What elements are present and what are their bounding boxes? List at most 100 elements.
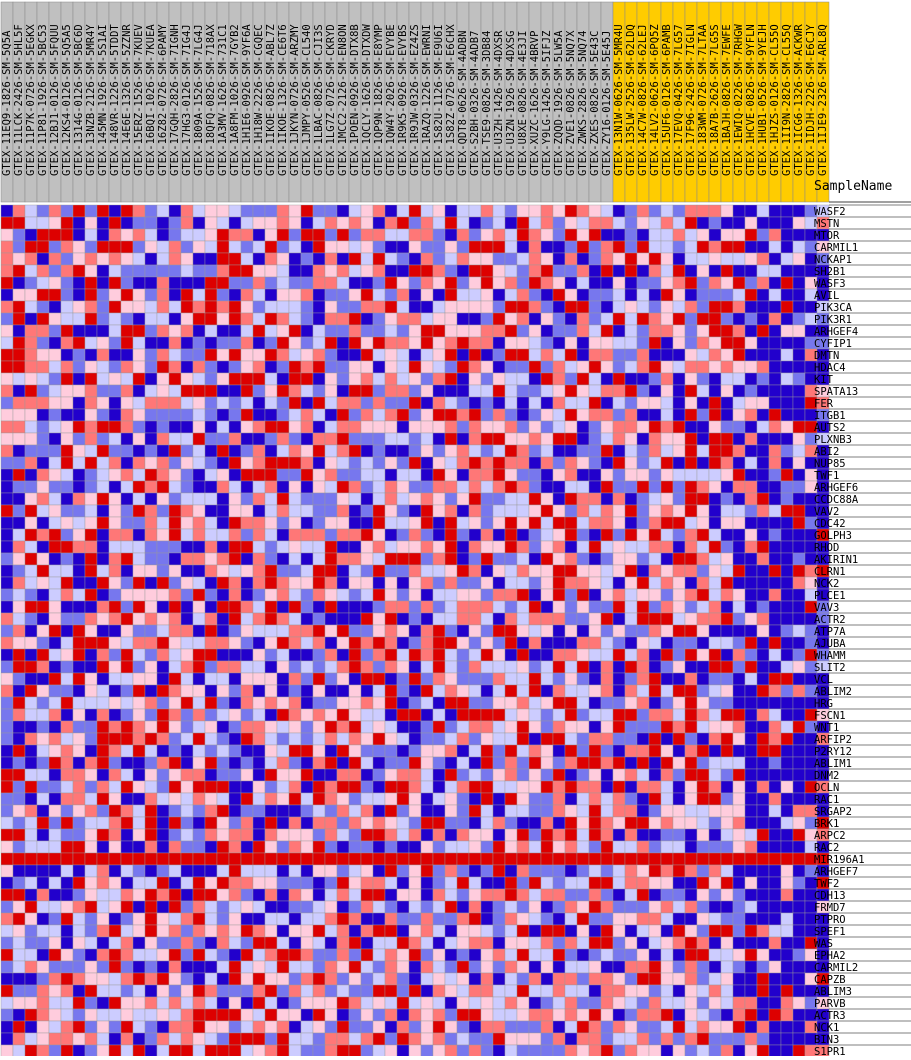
heatmap-cell	[240, 972, 254, 986]
heatmap-cell	[312, 468, 326, 482]
heatmap-cell	[636, 804, 650, 818]
heatmap-cell	[444, 384, 458, 398]
heatmap-cell	[204, 528, 218, 542]
heatmap-cell	[96, 816, 110, 830]
heatmap-cell	[672, 336, 686, 350]
heatmap-cell	[264, 648, 278, 662]
heatmap-cell	[720, 804, 734, 818]
heatmap-cell	[672, 828, 686, 842]
heatmap-cell	[528, 648, 542, 662]
heatmap-cell	[732, 900, 746, 914]
heatmap-cell	[240, 792, 254, 806]
heatmap-cell	[528, 768, 542, 782]
heatmap-cell	[372, 480, 386, 494]
heatmap-cell	[684, 636, 698, 650]
heatmap-cell	[36, 732, 50, 746]
heatmap-cell	[396, 888, 410, 902]
heatmap-cell	[408, 252, 422, 266]
heatmap-cell	[588, 756, 602, 770]
heatmap-cell	[552, 1020, 566, 1034]
heatmap-cell	[108, 672, 122, 686]
heatmap-cell	[540, 612, 554, 626]
heatmap-cell	[576, 828, 590, 842]
heatmap-cell	[696, 708, 710, 722]
heatmap-cell	[216, 768, 230, 782]
heatmap-cell	[204, 444, 218, 458]
heatmap-cell	[72, 312, 86, 326]
heatmap-cell	[564, 252, 578, 266]
heatmap-cell	[288, 648, 302, 662]
heatmap-cell	[468, 588, 482, 602]
heatmap-row	[0, 804, 830, 818]
heatmap-cell	[576, 912, 590, 926]
heatmap-cell	[312, 864, 326, 878]
heatmap-cell	[300, 420, 314, 434]
heatmap-cell	[672, 912, 686, 926]
heatmap-cell	[600, 492, 614, 506]
heatmap-cell	[108, 792, 122, 806]
heatmap-cell	[252, 252, 266, 266]
heatmap-cell	[444, 444, 458, 458]
heatmap-cell	[672, 552, 686, 566]
heatmap-cell	[36, 672, 50, 686]
heatmap-cell	[48, 432, 62, 446]
heatmap-cell	[36, 852, 50, 866]
heatmap-cell	[384, 600, 398, 614]
heatmap-cell	[432, 216, 446, 230]
heatmap-cell	[144, 396, 158, 410]
heatmap-cell	[0, 588, 14, 602]
heatmap-cell	[780, 744, 794, 758]
heatmap-cell	[216, 588, 230, 602]
heatmap-cell	[132, 432, 146, 446]
heatmap-cell	[36, 768, 50, 782]
heatmap-cell	[468, 924, 482, 938]
heatmap-cell	[432, 696, 446, 710]
heatmap-cell	[768, 540, 782, 554]
heatmap-cell	[552, 840, 566, 854]
heatmap-cell	[564, 840, 578, 854]
heatmap-cell	[12, 936, 26, 950]
heatmap-cell	[36, 912, 50, 926]
heatmap-cell	[540, 600, 554, 614]
heatmap-cell	[576, 300, 590, 314]
heatmap-cell	[624, 1020, 638, 1034]
heatmap-cell	[336, 804, 350, 818]
heatmap-cell	[60, 432, 74, 446]
heatmap-cell	[660, 504, 674, 518]
heatmap-cell	[96, 204, 110, 218]
heatmap-cell	[492, 552, 506, 566]
heatmap-cell	[192, 912, 206, 926]
heatmap-cell	[84, 900, 98, 914]
heatmap-cell	[348, 624, 362, 638]
heatmap-cell	[432, 252, 446, 266]
heatmap-cell	[384, 684, 398, 698]
heatmap-cell	[576, 204, 590, 218]
heatmap-cell	[288, 588, 302, 602]
heatmap-cell	[192, 936, 206, 950]
heatmap-cell	[276, 888, 290, 902]
heatmap-cell	[432, 540, 446, 554]
heatmap-cell	[456, 492, 470, 506]
heatmap-cell	[612, 960, 626, 974]
heatmap-cell	[264, 924, 278, 938]
heatmap-cell	[504, 780, 518, 794]
heatmap-cell	[192, 264, 206, 278]
heatmap-cell	[564, 564, 578, 578]
heatmap-cell	[168, 828, 182, 842]
heatmap-cell	[312, 432, 326, 446]
heatmap-cell	[168, 564, 182, 578]
heatmap-cell	[612, 648, 626, 662]
heatmap-cell	[132, 444, 146, 458]
heatmap-cell	[324, 624, 338, 638]
heatmap-cell	[348, 756, 362, 770]
heatmap-cell	[0, 432, 14, 446]
column-label: GTEX-1A3MV-1626-SM-731C1	[217, 24, 229, 176]
heatmap-cell	[336, 384, 350, 398]
heatmap-cell	[372, 648, 386, 662]
heatmap-cell	[696, 1008, 710, 1022]
heatmap-cell	[684, 204, 698, 218]
heatmap-cell	[432, 876, 446, 890]
heatmap-cell	[228, 516, 242, 530]
heatmap-cell	[468, 396, 482, 410]
heatmap-cell	[60, 744, 74, 758]
